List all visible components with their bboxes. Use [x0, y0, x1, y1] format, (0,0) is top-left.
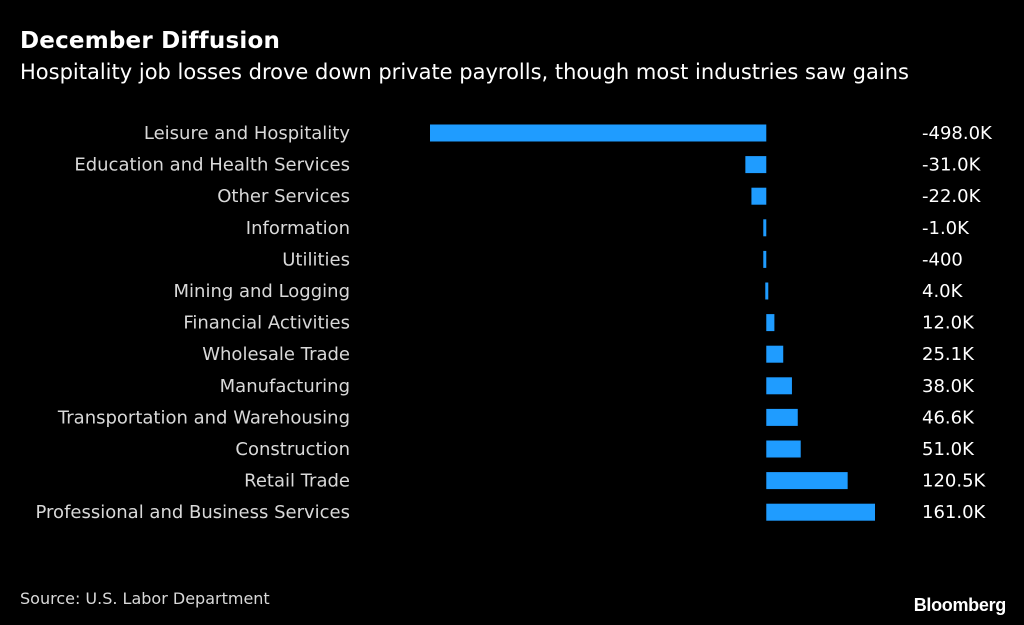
- category-label: Information: [246, 218, 350, 239]
- category-label: Other Services: [217, 186, 350, 207]
- bar-chart: Leisure and Hospitality -498.0K Education …: [36, 123, 994, 523]
- bloomberg-logo: Bloomberg: [913, 595, 1007, 615]
- bar: [766, 314, 775, 332]
- bar: [765, 282, 769, 300]
- category-label: Construction: [235, 439, 350, 460]
- category-label: Utilities: [282, 249, 350, 270]
- bar: [745, 156, 767, 174]
- category-label: Retail Trade: [244, 471, 350, 492]
- value-label: 51.0K: [922, 439, 975, 460]
- value-label: -498.0K: [922, 123, 993, 144]
- value-label: -400: [922, 249, 963, 270]
- value-label: 12.0K: [922, 313, 975, 334]
- value-label: 4.0K: [922, 281, 964, 302]
- value-label: 38.0K: [922, 376, 975, 397]
- bar: [766, 377, 792, 395]
- value-label: 161.0K: [922, 502, 987, 523]
- chart-subtitle: Hospitality job losses drove down privat…: [20, 60, 909, 84]
- category-label: Professional and Business Services: [36, 502, 350, 523]
- category-label: Wholesale Trade: [202, 344, 350, 365]
- bar: [766, 472, 848, 490]
- bar: [766, 408, 798, 426]
- bar: [766, 440, 801, 458]
- bar: [751, 187, 767, 205]
- source-note: Source: U.S. Labor Department: [20, 589, 270, 608]
- bar: [763, 219, 767, 237]
- value-label: 46.6K: [922, 407, 975, 428]
- bar: [766, 345, 784, 363]
- category-label: Leisure and Hospitality: [144, 123, 350, 144]
- value-label: 25.1K: [922, 344, 975, 365]
- category-label: Financial Activities: [183, 313, 350, 334]
- category-label: Manufacturing: [220, 376, 350, 397]
- value-label: -31.0K: [922, 155, 982, 176]
- category-label: Education and Health Services: [74, 155, 350, 176]
- bar: [763, 250, 767, 268]
- bar: [766, 503, 875, 521]
- category-label: Transportation and Warehousing: [57, 407, 350, 428]
- category-label: Mining and Logging: [174, 281, 351, 302]
- value-label: -1.0K: [922, 218, 970, 239]
- value-label: -22.0K: [922, 186, 982, 207]
- chart-title: December Diffusion: [20, 28, 281, 54]
- value-label: 120.5K: [922, 471, 987, 492]
- bar: [430, 124, 767, 142]
